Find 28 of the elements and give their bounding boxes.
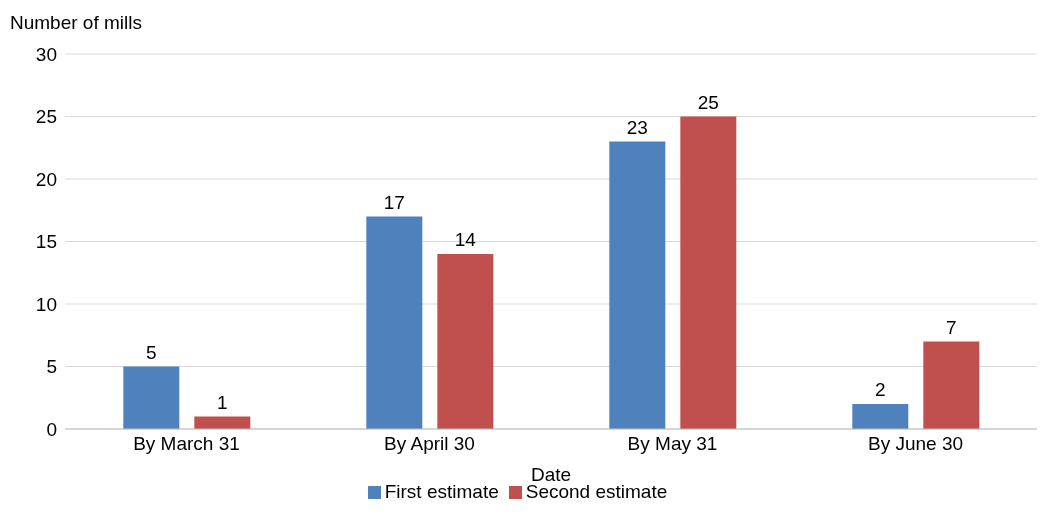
y-axis-title: Number of mills <box>10 12 142 34</box>
y-tick-label: 5 <box>46 356 57 378</box>
bar <box>437 254 494 429</box>
data-label: 23 <box>626 116 648 138</box>
bar <box>852 404 909 429</box>
legend-label: First estimate <box>384 481 499 502</box>
data-label: 17 <box>383 191 405 213</box>
x-tick-label: By May 31 <box>627 433 718 455</box>
y-tick-label: 25 <box>35 106 57 128</box>
y-tick-label: 10 <box>35 293 57 315</box>
bar <box>680 116 737 429</box>
bar <box>366 216 423 429</box>
bar <box>123 366 180 429</box>
y-tick-label: 30 <box>35 43 57 65</box>
data-label: 1 <box>217 391 228 413</box>
x-tick-label: By June 30 <box>867 433 964 455</box>
bar <box>609 141 666 429</box>
x-tick-label: By March 31 <box>133 433 240 455</box>
data-label: 7 <box>946 316 957 338</box>
y-tick-label: 15 <box>35 231 57 253</box>
y-tick-label: 0 <box>46 418 57 440</box>
data-label: 5 <box>146 341 157 363</box>
data-label: 25 <box>697 91 719 113</box>
y-tick-label: 20 <box>35 168 57 190</box>
data-label: 2 <box>875 379 886 400</box>
x-tick-label: By April 30 <box>384 433 475 455</box>
bar <box>923 341 980 429</box>
data-label: 14 <box>454 229 477 250</box>
